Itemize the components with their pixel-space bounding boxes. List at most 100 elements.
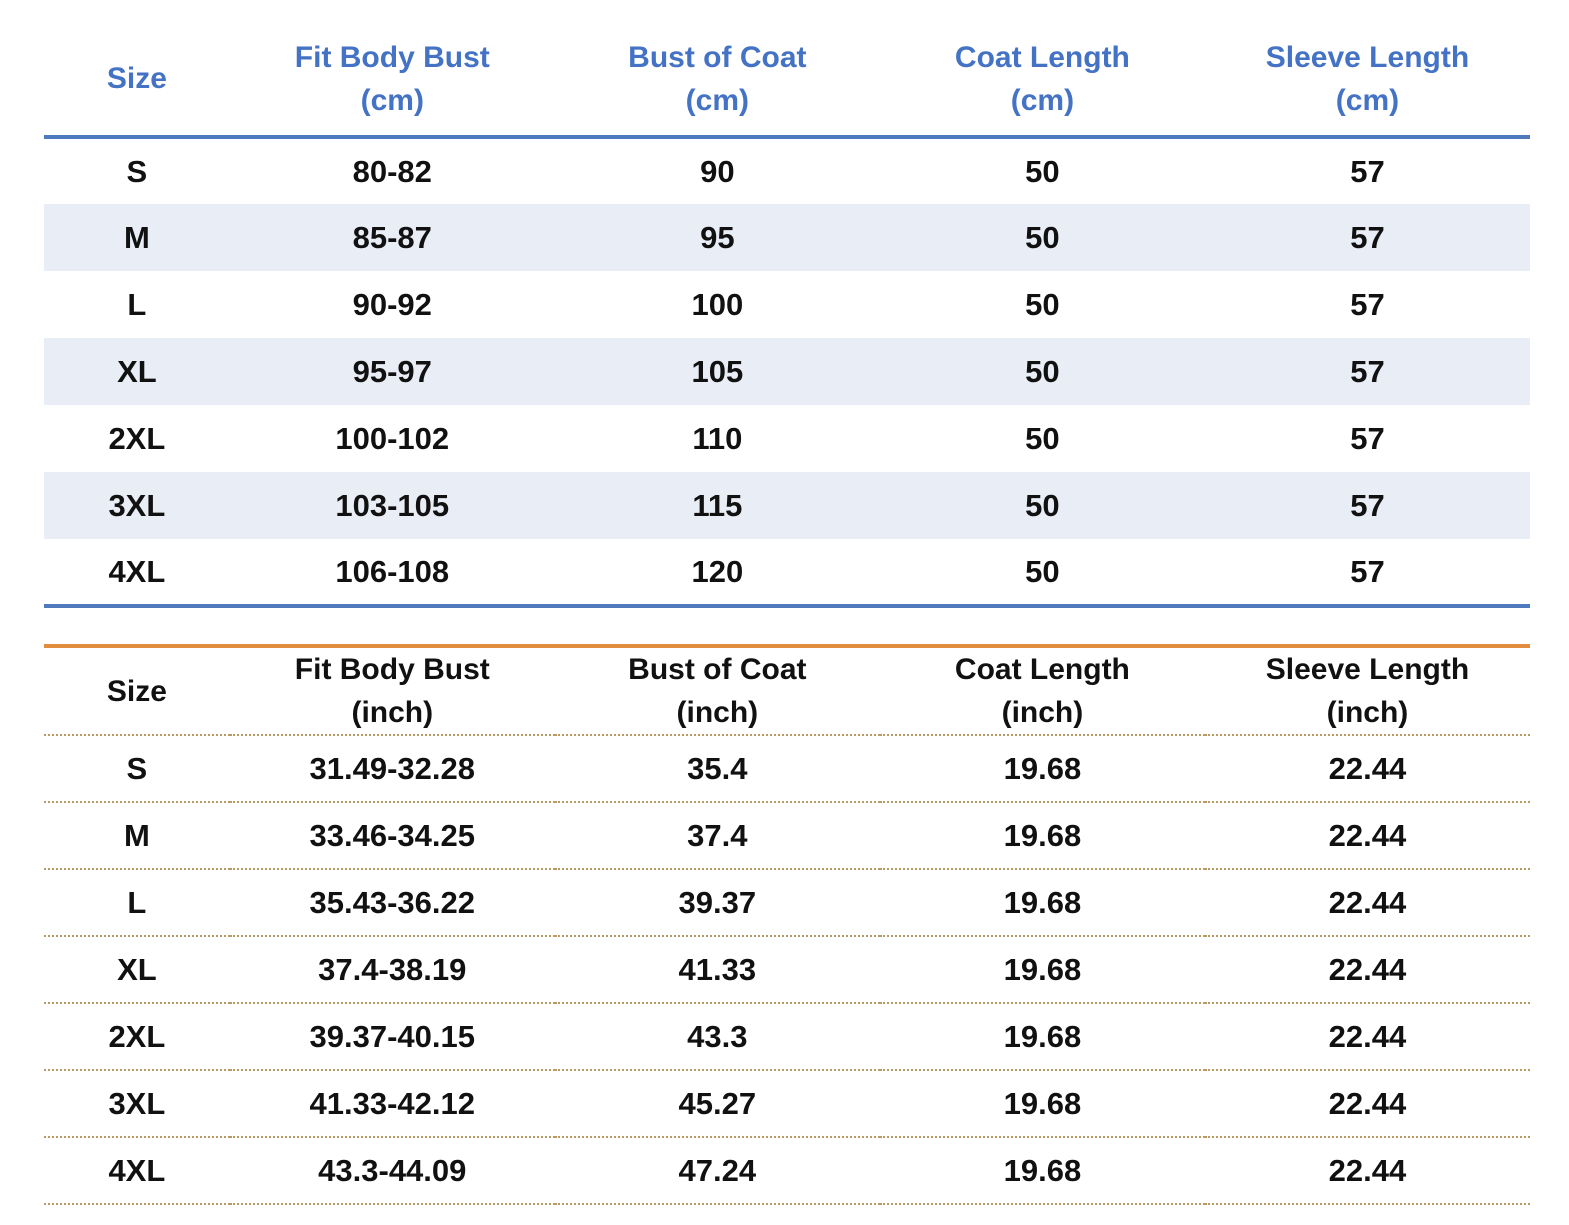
table-cell: 22.44 <box>1204 1137 1530 1205</box>
table-cell: 4XL <box>44 1137 230 1205</box>
table-row: XL 95-97 105 50 57 <box>44 338 1530 405</box>
header-row: Size Fit Body Bust (inch) Bust of Coat (in… <box>44 646 1530 736</box>
table-cell: 57 <box>1350 153 1385 189</box>
table-cell: XL <box>117 353 157 389</box>
table-cell: 41.33-42.12 <box>229 1070 555 1138</box>
table-row: M 85-87 95 50 57 <box>44 204 1530 271</box>
table-row: M 33.46-34.25 37.4 19.68 22.44 <box>44 802 1530 870</box>
size-chart-cm-table: Size Fit Body Bust (cm) Bust of Coat (cm) C… <box>44 22 1530 608</box>
table-cell: 120 <box>554 539 880 608</box>
table-row: 4XL 106-108 120 50 57 <box>44 539 1530 608</box>
table-cell: 50 <box>879 539 1205 608</box>
table-row: 3XL 103-105 115 50 57 <box>44 472 1530 539</box>
table-row: 4XL 43.3-44.09 47.24 19.68 22.44 <box>44 1137 1530 1205</box>
column-header: Coat Length (inch) <box>879 646 1205 736</box>
table-cell: 100 <box>691 286 744 322</box>
table-cell: 19.68 <box>879 1070 1205 1138</box>
table-cell: 19.68 <box>879 735 1205 803</box>
column-header: Sleeve Length (inch) <box>1204 646 1530 736</box>
table-cell: 19.68 <box>879 936 1205 1004</box>
table-cell: L <box>127 286 147 322</box>
table-cell: 43.3 <box>554 1003 880 1071</box>
column-header: Fit Body Bust (inch) <box>229 646 555 736</box>
table-cell: 105 <box>691 353 744 389</box>
table-cell: 45.27 <box>554 1070 880 1138</box>
table-cell: 22.44 <box>1204 1070 1530 1138</box>
table-cell: 22.44 <box>1204 802 1530 870</box>
table-cell: 19.68 <box>879 1137 1205 1205</box>
table-cell: 43.3-44.09 <box>229 1137 555 1205</box>
table-row: S 31.49-32.28 35.4 19.68 22.44 <box>44 735 1530 803</box>
table-cell: 115 <box>692 487 743 523</box>
table-cell: 37.4 <box>554 802 880 870</box>
table-cell: 50 <box>1025 153 1060 189</box>
header-row: Size Fit Body Bust (cm) Bust of Coat (cm) C… <box>44 22 1530 139</box>
table-cell: 50 <box>1025 219 1060 255</box>
table-cell: L <box>44 869 230 937</box>
size-chart-inch-header: Size Fit Body Bust (inch) Bust of Coat (in… <box>44 646 1530 736</box>
table-cell: 50 <box>1025 487 1060 523</box>
size-chart-inch-body: S 31.49-32.28 35.4 19.68 22.44 M 33.46-34.25 37… <box>44 735 1530 1205</box>
table-row: 2XL 100-102 110 50 57 <box>44 405 1530 472</box>
column-header: Coat Length (cm) <box>879 22 1205 139</box>
table-cell: 103-105 <box>335 487 450 523</box>
table-cell: 95-97 <box>352 353 432 389</box>
table-cell: 39.37 <box>554 869 880 937</box>
table-cell: 80-82 <box>352 153 432 189</box>
table-cell: 57 <box>1204 539 1530 608</box>
size-chart-cm-body: S 80-82 90 50 57 M 85-87 95 50 57 L 90-92 100 50 57 XL 9… <box>44 137 1530 608</box>
size-chart-inch-table: Size Fit Body Bust (inch) Bust of Coat (in… <box>44 644 1530 1205</box>
column-header: Bust of Coat (cm) <box>554 22 880 139</box>
table-cell: 57 <box>1350 353 1385 389</box>
table-cell: 35.4 <box>554 735 880 803</box>
table-row: L 35.43-36.22 39.37 19.68 22.44 <box>44 869 1530 937</box>
table-cell: S <box>44 735 230 803</box>
table-cell: M <box>44 802 230 870</box>
table-cell: 22.44 <box>1204 735 1530 803</box>
table-cell: 22.44 <box>1204 1003 1530 1071</box>
table-cell: 3XL <box>108 487 166 523</box>
table-cell: 57 <box>1350 286 1385 322</box>
table-cell: 90-92 <box>352 286 432 322</box>
table-cell: 19.68 <box>879 802 1205 870</box>
table-cell: 37.4-38.19 <box>229 936 555 1004</box>
column-header: Sleeve Length (cm) <box>1204 22 1530 139</box>
table-cell: 85-87 <box>352 219 432 255</box>
table-cell: 19.68 <box>879 869 1205 937</box>
table-cell: 100-102 <box>335 420 450 456</box>
table-cell: S <box>126 153 148 189</box>
column-header: Fit Body Bust (cm) <box>229 22 555 139</box>
table-cell: 47.24 <box>554 1137 880 1205</box>
table-cell: M <box>123 219 150 255</box>
table-row: S 80-82 90 50 57 <box>44 137 1530 204</box>
table-row: 3XL 41.33-42.12 45.27 19.68 22.44 <box>44 1070 1530 1138</box>
table-row: 2XL 39.37-40.15 43.3 19.68 22.44 <box>44 1003 1530 1071</box>
column-header: Bust of Coat (inch) <box>554 646 880 736</box>
table-cell: 50 <box>1025 353 1060 389</box>
table-cell: 2XL <box>44 1003 230 1071</box>
table-cell: 22.44 <box>1204 936 1530 1004</box>
size-chart-cm-header: Size Fit Body Bust (cm) Bust of Coat (cm) C… <box>44 22 1530 139</box>
table-cell: 106-108 <box>229 539 555 608</box>
table-cell: 41.33 <box>554 936 880 1004</box>
table-cell: 19.68 <box>879 1003 1205 1071</box>
table-cell: 33.46-34.25 <box>229 802 555 870</box>
table-row: L 90-92 100 50 57 <box>44 271 1530 338</box>
table-cell: 57 <box>1350 487 1385 523</box>
table-cell: 50 <box>1025 420 1060 456</box>
table-cell: 31.49-32.28 <box>229 735 555 803</box>
table-cell: 4XL <box>44 539 230 608</box>
table-cell: 2XL <box>108 420 166 456</box>
table-cell: 95 <box>700 219 735 255</box>
column-header: Size <box>44 646 230 736</box>
table-cell: 110 <box>692 420 743 456</box>
table-cell: XL <box>44 936 230 1004</box>
table-row: XL 37.4-38.19 41.33 19.68 22.44 <box>44 936 1530 1004</box>
table-cell: 22.44 <box>1204 869 1530 937</box>
table-cell: 50 <box>1025 286 1060 322</box>
table-cell: 57 <box>1350 219 1385 255</box>
table-cell: 35.43-36.22 <box>229 869 555 937</box>
table-cell: 90 <box>700 153 735 189</box>
table-cell: 39.37-40.15 <box>229 1003 555 1071</box>
